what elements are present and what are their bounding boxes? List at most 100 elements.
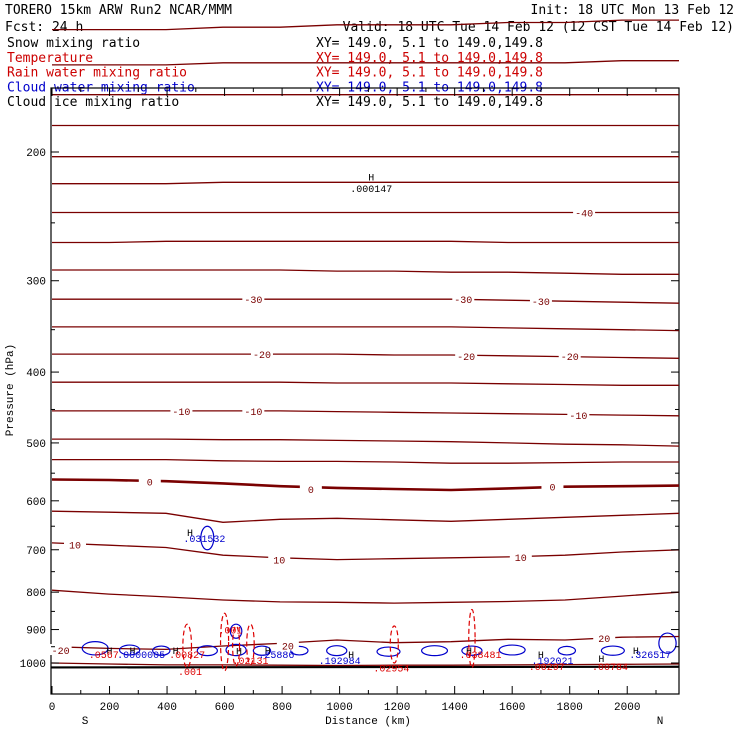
isotherm-label: 0 xyxy=(308,486,314,497)
cloud-water-contour xyxy=(200,525,215,551)
init-time: Init: 18 UTC Mon 13 Feb 12 xyxy=(531,3,735,18)
cloud-water-contour xyxy=(229,623,243,639)
cloud-water-contour xyxy=(290,645,309,656)
cloud-water-contour xyxy=(658,632,677,654)
label-backing xyxy=(250,348,273,360)
legend-field-xy: XY= 149.0, 5.1 to 149.0,149.8 xyxy=(316,51,543,66)
hydrometeor-contours xyxy=(81,525,677,672)
maximum-value: .038481 xyxy=(460,651,502,662)
isotherm-label: -30 xyxy=(454,296,472,307)
maximum-marker: H xyxy=(265,647,271,658)
label-backing xyxy=(529,295,552,307)
rain-water-contour xyxy=(219,612,230,672)
legend-field-name: Cloud ice mixing ratio xyxy=(7,95,179,110)
isotherm-line xyxy=(51,635,680,651)
isotherm-label: -40 xyxy=(575,210,593,221)
x-tick-label: 800 xyxy=(272,702,292,714)
y-axis-label: Pressure (hPa) xyxy=(5,344,17,436)
y-tick-label: 400 xyxy=(26,368,46,380)
x-tick-label: 400 xyxy=(157,702,177,714)
maximum-value: .031532 xyxy=(183,535,225,546)
maximum-value: .001 xyxy=(178,668,202,679)
legend-field-xy: XY= 149.0, 5.1 to 149.0,149.8 xyxy=(316,66,543,81)
forecast-hour: Fcst: 24 h xyxy=(5,20,83,35)
cloud-water-contour xyxy=(600,645,625,656)
cloud-water-contour xyxy=(81,641,109,656)
isotherm-line xyxy=(52,381,679,386)
label-backing xyxy=(558,349,581,361)
x-tick-label: 200 xyxy=(100,702,120,714)
cloud-water-contour xyxy=(420,645,449,657)
label-backing xyxy=(49,644,72,656)
y-tick-label: 1000 xyxy=(20,659,46,671)
x-tick-label: 0 xyxy=(49,702,56,714)
maximum-marker: H xyxy=(130,647,136,658)
x-tick-label: 1400 xyxy=(441,702,467,714)
x-tick-label: 1600 xyxy=(499,702,525,714)
y-tick-label: 700 xyxy=(26,546,46,558)
model-title: TORERO 15km ARW Run2 NCAR/MMM xyxy=(5,3,232,18)
label-backing xyxy=(242,404,265,416)
legend-field-name: Temperature xyxy=(7,51,93,66)
maximum-marker: H xyxy=(236,648,242,659)
isotherm-label: 20 xyxy=(598,635,610,646)
isotherm-line xyxy=(52,240,679,244)
label-backing xyxy=(573,206,596,218)
cloud-water-contour xyxy=(461,645,483,656)
maximum-value: .192984 xyxy=(319,657,361,668)
cloud-water-contour xyxy=(557,645,577,656)
y-tick-label: 900 xyxy=(26,626,46,638)
isotherm-line xyxy=(51,542,680,561)
isotherm-line xyxy=(52,298,680,304)
isotherm-line xyxy=(52,181,679,185)
isotherm-line xyxy=(52,60,679,66)
isotherm-label: -10 xyxy=(172,408,190,419)
label-backing xyxy=(276,639,299,651)
legend-field-xy: XY= 149.0, 5.1 to 149.0,149.8 xyxy=(316,95,543,110)
label-backing xyxy=(567,409,590,421)
label-backing xyxy=(242,293,265,305)
label-backing xyxy=(268,553,291,565)
maximum-marker: H xyxy=(173,647,179,658)
cloud-water-contour xyxy=(326,645,348,657)
cloud-water-contour xyxy=(252,645,272,656)
maximum-marker: H xyxy=(633,647,639,658)
x-tick-label: 1800 xyxy=(557,702,583,714)
cloud-water-contour xyxy=(196,645,218,657)
y-tick-label: 200 xyxy=(26,148,46,160)
isotherm-label: 0 xyxy=(549,484,555,495)
isotherm-line xyxy=(52,269,679,275)
legend-field-xy: XY= 149.0, 5.1 to 149.0,149.8 xyxy=(316,36,543,51)
rain-water-contour xyxy=(468,608,476,669)
label-backing xyxy=(455,349,478,361)
maxima-labels: HHHHHHHHHHHHHH.000706.001133.000147.0315… xyxy=(89,173,671,679)
isotherm-line xyxy=(52,458,679,464)
isotherm-line xyxy=(52,438,680,447)
x-tick-label: 1200 xyxy=(384,702,410,714)
x-tick-label: 2000 xyxy=(614,702,640,714)
x-tick-label: 1000 xyxy=(326,702,352,714)
label-backing xyxy=(299,482,322,494)
label-backing xyxy=(593,631,616,643)
y-tick-label: 300 xyxy=(26,277,46,289)
isotherm-label: -30 xyxy=(244,296,262,307)
legend-field-name: Rain water mixing ratio xyxy=(7,66,187,81)
legend-field-name: Snow mixing ratio xyxy=(7,36,140,51)
x-tick-label: 600 xyxy=(215,702,235,714)
maximum-value: .001 xyxy=(218,627,242,638)
maximum-marker: H xyxy=(598,655,604,666)
isotherm-label: 10 xyxy=(515,554,527,565)
temperature-labels: -79.79-40-30-30-30-20-20-20-10-10-100001… xyxy=(49,206,616,658)
field-legend: Snow mixing ratio XY= 149.0, 5.1 to 149.0… xyxy=(7,36,543,110)
maximum-value: .00784 xyxy=(592,663,628,674)
label-backing xyxy=(64,538,87,550)
rain-water-contour xyxy=(182,623,193,669)
cloud-water-contour xyxy=(376,646,401,657)
isotherm-line xyxy=(52,326,680,332)
isotherm-label: 20 xyxy=(282,642,294,653)
maximum-marker: H xyxy=(368,173,374,184)
isotherm-label: -10 xyxy=(244,408,262,419)
maximum-value: .192021 xyxy=(531,657,573,668)
